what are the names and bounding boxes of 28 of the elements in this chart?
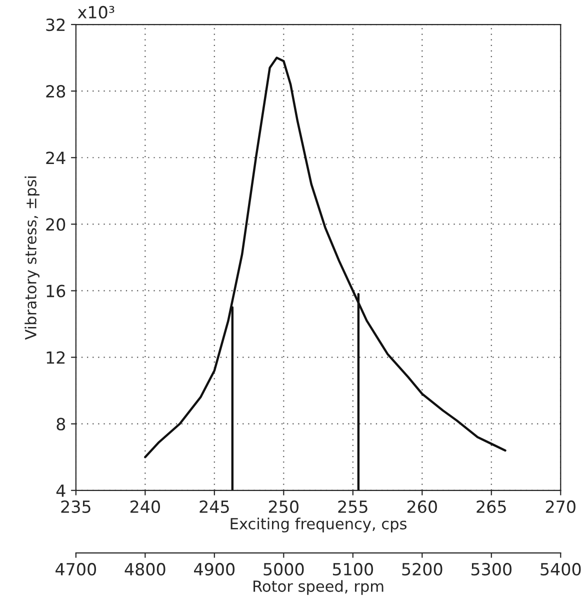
y-tick-label: 28 [46,85,66,98]
x2-tick-label: 5100 [332,562,374,576]
y-tick-label: 20 [46,218,66,231]
x-tick-label: 270 [546,500,576,514]
x2-tick-label: 5300 [471,562,512,576]
y-tick-label: 32 [46,18,65,32]
y-tick-label: 16 [46,284,66,298]
x2-axis-title: Rotor speed, rpm [254,580,384,595]
y-tick-label: 4 [56,484,66,497]
x2-tick-label: 4800 [124,562,166,576]
x2-tick-label: 4700 [56,562,96,576]
y-tick-label: 12 [46,351,65,364]
y-axis-title: Vibratory stress, ±psi [24,176,40,340]
x-tick-label: 250 [268,500,298,514]
x2-tick-label: 5200 [402,562,442,576]
x-axis-title: Exciting frequency, cps [230,518,406,532]
x2-tick-label: 5000 [264,562,304,576]
x-tick-label: 265 [476,500,506,514]
x-tick-label: 260 [407,500,437,514]
y-tick-label: 24 [46,152,66,164]
x-tick-label: 240 [130,500,160,514]
text: x10³ [78,6,114,19]
x-tick-label: 245 [200,500,229,514]
y-tick-label: 8 [56,418,66,430]
x2-tick-label: 4900 [194,562,235,576]
x2-tick-label: 5400 [540,562,581,576]
x-tick-label: 235 [61,500,90,514]
x-tick-label: 255 [338,500,368,514]
